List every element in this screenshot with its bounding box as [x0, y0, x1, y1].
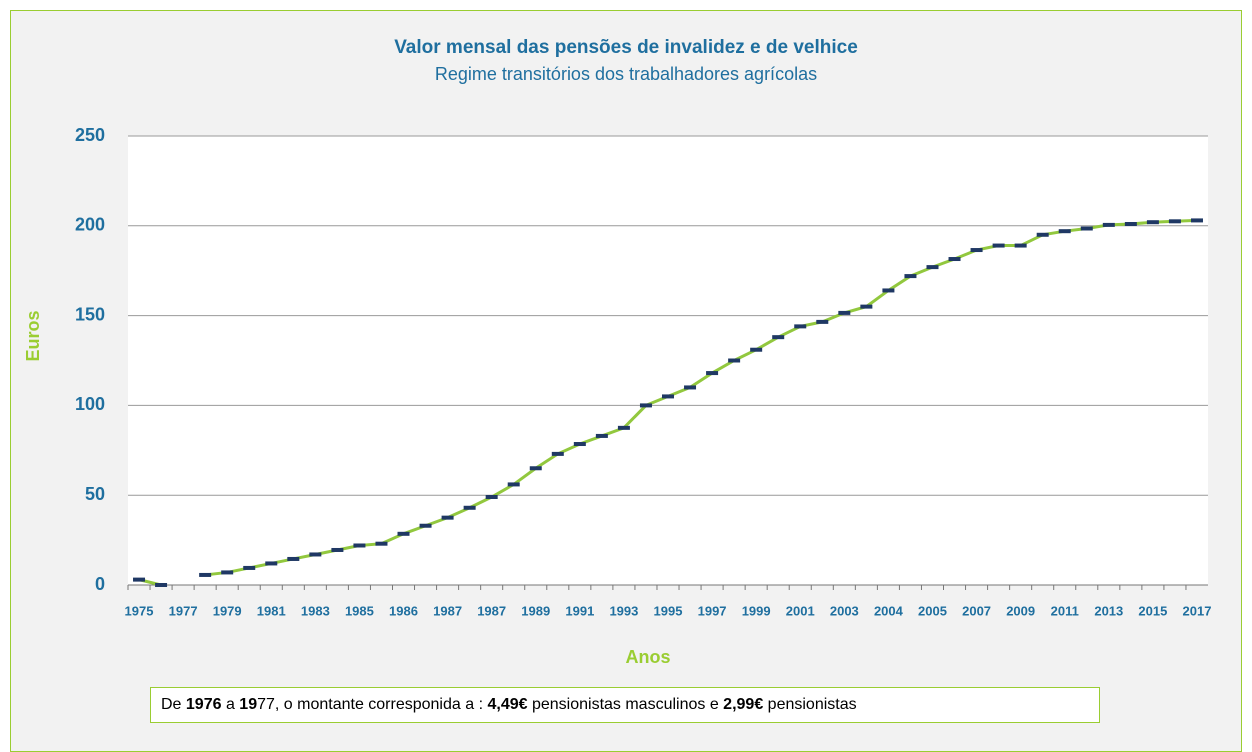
marker	[485, 494, 498, 499]
marker	[595, 433, 608, 438]
marker	[706, 371, 719, 376]
y-tick-label: 250	[75, 125, 105, 145]
x-tick-label: 1999	[742, 603, 771, 618]
marker	[265, 561, 278, 566]
marker	[882, 288, 895, 293]
x-tick-label: 2015	[1138, 603, 1167, 618]
x-tick-label: 1981	[257, 603, 286, 618]
marker	[1080, 226, 1093, 231]
x-tick-label: 1975	[125, 603, 154, 618]
y-tick-label: 100	[75, 394, 105, 414]
x-tick-label: 2017	[1183, 603, 1212, 618]
note-text: 19	[239, 696, 258, 713]
marker	[948, 257, 961, 262]
marker	[551, 451, 564, 456]
marker	[375, 541, 388, 546]
marker	[221, 570, 234, 575]
marker	[287, 556, 300, 561]
marker	[617, 425, 630, 430]
marker	[573, 442, 586, 447]
x-tick-label: 1995	[654, 603, 683, 618]
marker	[243, 565, 256, 570]
x-tick-label: 1987	[433, 603, 462, 618]
note-text: 2,99€	[723, 696, 764, 713]
y-tick-label: 50	[85, 484, 105, 504]
marker	[684, 385, 697, 390]
y-tick-label: 0	[95, 574, 105, 594]
note-text: 77, o montante corresponida a :	[257, 696, 488, 713]
chart-subtitle: Regime transitórios dos trabalhadores ag…	[435, 64, 817, 84]
x-tick-label: 1983	[301, 603, 330, 618]
x-tick-label: 1985	[345, 603, 374, 618]
marker	[1146, 220, 1159, 225]
marker	[507, 482, 520, 487]
marker	[441, 515, 454, 520]
x-tick-label: 1989	[521, 603, 550, 618]
marker	[926, 265, 939, 270]
note-text: 4,49€	[487, 696, 528, 713]
y-axis-title: Euros	[23, 310, 43, 361]
marker	[838, 310, 851, 315]
x-tick-label: 2013	[1094, 603, 1123, 618]
marker	[794, 324, 807, 329]
x-tick-label: 2001	[786, 603, 815, 618]
x-tick-label: 1987	[477, 603, 506, 618]
note-text: 1976	[185, 696, 222, 713]
x-tick-label: 1977	[169, 603, 198, 618]
x-tick-label: 2009	[1006, 603, 1035, 618]
x-axis-title: Anos	[626, 647, 671, 667]
marker	[860, 304, 873, 309]
y-tick-label: 200	[75, 215, 105, 235]
marker	[155, 583, 168, 587]
marker	[463, 505, 476, 510]
marker	[1124, 222, 1137, 227]
note-text: pensionistas masculinos e	[527, 696, 724, 713]
note: De 1976 a 1977, o montante corresponida …	[150, 687, 1100, 723]
marker	[397, 531, 410, 536]
marker	[904, 274, 917, 279]
x-tick-label: 2011	[1051, 603, 1079, 618]
marker	[419, 523, 432, 528]
marker	[309, 552, 322, 557]
x-tick-label: 1997	[698, 603, 727, 618]
x-tick-label: 1986	[389, 603, 418, 618]
marker	[529, 466, 542, 471]
marker	[970, 248, 983, 253]
marker	[1168, 219, 1181, 224]
plot-area	[128, 136, 1208, 585]
marker	[992, 243, 1005, 248]
x-tick-label: 1991	[565, 603, 594, 618]
marker	[353, 543, 366, 548]
x-tick-label: 2004	[874, 603, 904, 618]
marker	[639, 403, 652, 408]
marker	[728, 358, 741, 363]
marker	[1058, 229, 1071, 234]
marker	[331, 547, 344, 552]
note-text: a	[221, 696, 240, 713]
marker	[816, 319, 829, 324]
x-tick-label: 1979	[213, 603, 242, 618]
marker	[662, 394, 674, 399]
marker	[772, 335, 785, 340]
note-text: De	[161, 696, 186, 713]
x-tick-label: 1993	[609, 603, 638, 618]
marker	[1014, 243, 1027, 248]
marker	[133, 577, 146, 582]
chart-title: Valor mensal das pensões de invalidez e …	[394, 37, 858, 58]
marker	[1102, 222, 1115, 227]
marker	[1036, 232, 1049, 237]
y-tick-label: 150	[75, 304, 105, 324]
marker	[750, 347, 763, 352]
marker	[1190, 218, 1203, 223]
marker	[199, 572, 212, 577]
note-text: pensionistas	[763, 696, 857, 713]
x-tick-label: 2005	[918, 603, 947, 618]
x-tick-label: 2007	[962, 603, 991, 618]
x-tick-label: 2003	[830, 603, 859, 618]
